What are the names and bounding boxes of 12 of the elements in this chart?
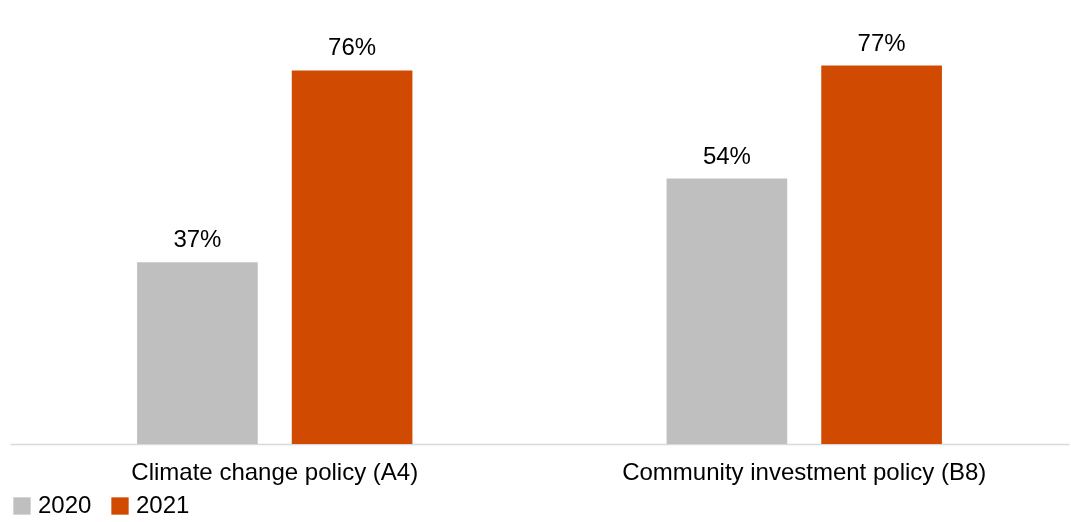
data-label: 37% [173, 225, 222, 253]
x-tick-label: Climate change policy (A4) [131, 457, 419, 485]
data-label: 77% [857, 28, 906, 56]
data-label: 76% [328, 33, 377, 61]
legend-label: 2021 [136, 491, 190, 518]
legend-label: 2020 [38, 491, 92, 518]
bar [291, 70, 413, 444]
bar [137, 262, 258, 444]
x-tick-label: Community investment policy (B8) [622, 457, 987, 485]
data-label: 54% [702, 141, 751, 169]
bar [666, 178, 788, 444]
bar [821, 65, 942, 444]
